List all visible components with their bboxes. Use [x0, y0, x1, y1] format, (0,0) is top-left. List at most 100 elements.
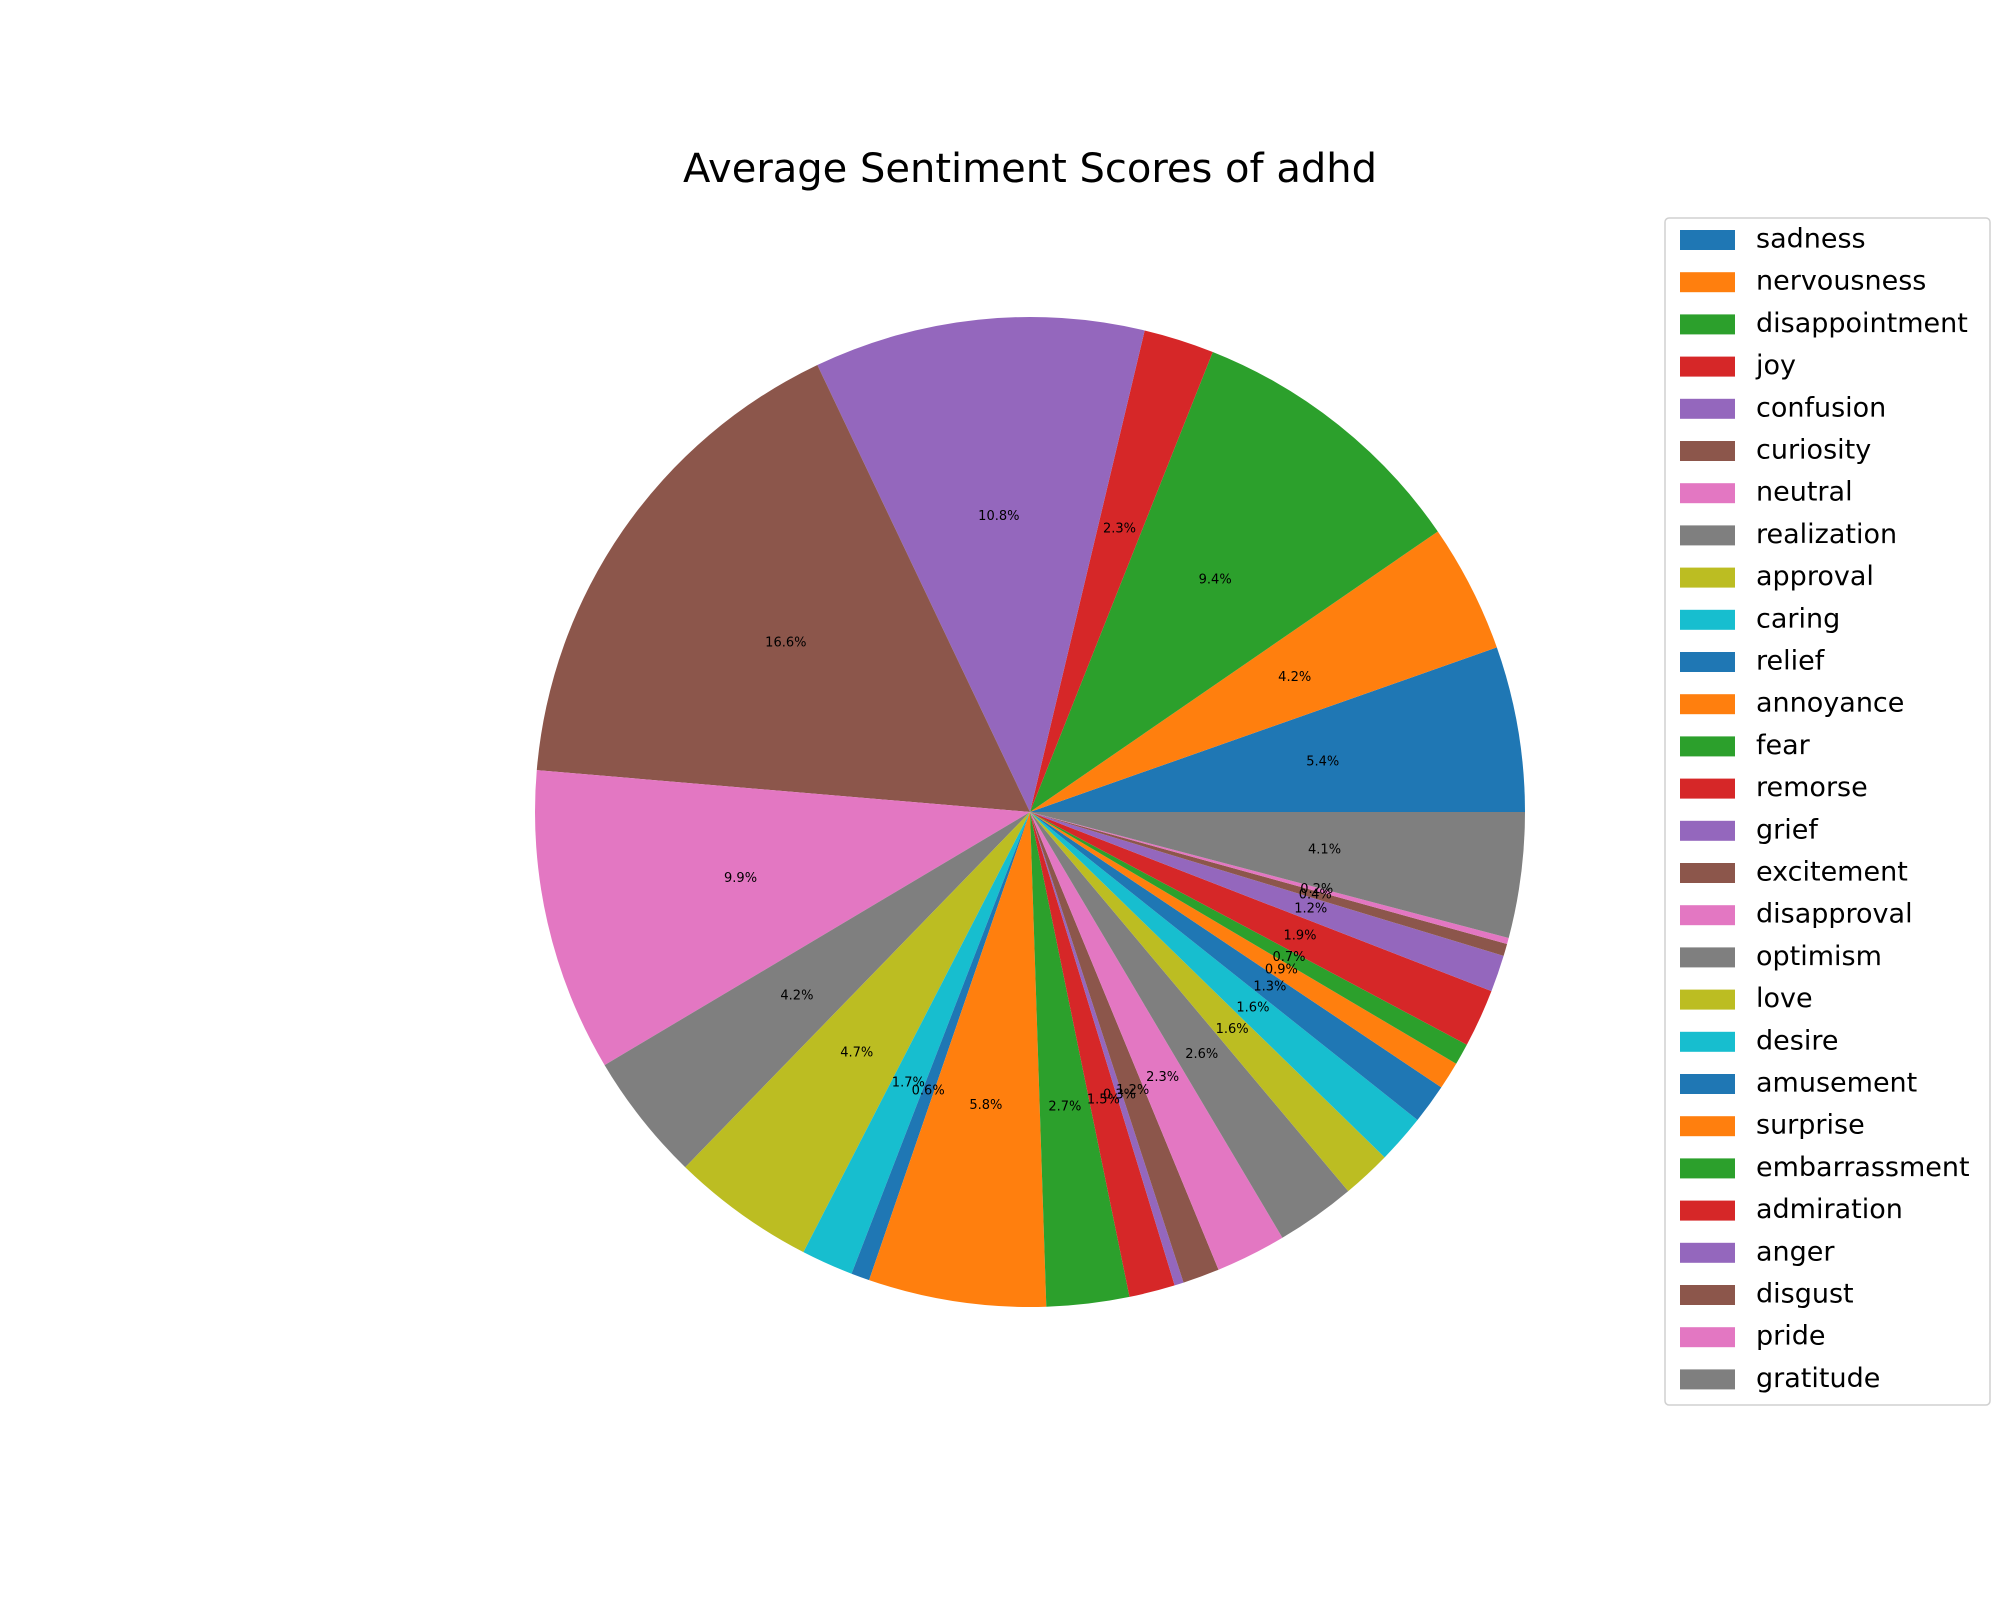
legend-label-grief: grief: [1756, 814, 1819, 845]
pie-slice-desire: [1030, 812, 1418, 1158]
pie-slice-confusion: [817, 317, 1145, 812]
legend-swatch-amusement: [1680, 1074, 1735, 1094]
pie-percent-label-neutral: 9.9%: [724, 871, 757, 886]
legend-items: sadness nervousness disappointment joy confu…: [1680, 224, 1970, 1394]
pie-slice-surprise: [1030, 812, 1457, 1088]
pie-slice-neutral: [535, 770, 1030, 1066]
pie-percent-label-disappointment: 9.4%: [1199, 572, 1232, 587]
pie-slices: [535, 317, 1525, 1307]
pie-percent-label-annoyance: 5.8%: [969, 1098, 1002, 1113]
pie-slice-disapproval: [1030, 812, 1283, 1270]
pie-slice-pride: [1030, 812, 1509, 944]
legend-swatch-grief: [1680, 820, 1735, 841]
legend-swatch-sadness: [1680, 230, 1735, 250]
pie-slice-approval: [685, 812, 1030, 1253]
pie-percent-label-approval: 4.7%: [840, 1046, 873, 1061]
pie-percent-label-gratitude: 4.1%: [1308, 843, 1341, 858]
legend-swatch-admiration: [1680, 1200, 1735, 1221]
legend-swatch-disapproval: [1680, 905, 1735, 926]
legend-swatch-fear: [1680, 736, 1735, 757]
pie-percent-label-amusement: 1.3%: [1253, 980, 1286, 995]
pie-percent-label-relief: 0.6%: [912, 1084, 945, 1099]
pie-percent-label-sadness: 5.4%: [1306, 754, 1339, 769]
legend-label-realization: realization: [1756, 519, 1897, 550]
pie-percent-label-desire: 1.6%: [1236, 1001, 1269, 1016]
legend-swatch-neutral: [1680, 483, 1735, 504]
pie-percent-label-confusion: 10.8%: [978, 509, 1019, 524]
legend-label-anger: anger: [1756, 1236, 1835, 1267]
pie-slice-remorse: [1030, 812, 1175, 1297]
legend-label-nervousness: nervousness: [1756, 266, 1926, 297]
pie-slice-embarrassment: [1030, 812, 1467, 1064]
pie-percent-label-disgust: 0.4%: [1299, 887, 1332, 902]
legend-label-caring: caring: [1756, 603, 1840, 634]
legend-label-pride: pride: [1756, 1321, 1826, 1352]
pie-slice-joy: [1030, 330, 1213, 812]
legend-label-surprise: surprise: [1756, 1110, 1865, 1141]
legend-swatch-disappointment: [1680, 314, 1735, 335]
pie-slice-realization: [604, 812, 1030, 1168]
pie-slice-amusement: [1030, 812, 1442, 1121]
legend: sadness nervousness disappointment joy confu…: [1664, 217, 1991, 1406]
pie-percent-label-pride: 0.2%: [1300, 882, 1333, 897]
legend-label-fear: fear: [1756, 730, 1811, 761]
legend-swatch-approval: [1680, 567, 1735, 588]
pie-percent-label-excitement: 1.2%: [1116, 1083, 1149, 1098]
pie-slice-curiosity: [536, 365, 1030, 812]
pie-percent-label-disapproval: 2.3%: [1146, 1070, 1179, 1085]
legend-swatch-pride: [1680, 1327, 1735, 1348]
legend-label-joy: joy: [1755, 350, 1796, 381]
legend-label-optimism: optimism: [1756, 941, 1882, 972]
pie-percent-label-love: 1.6%: [1216, 1022, 1249, 1037]
legend-label-disgust: disgust: [1756, 1279, 1854, 1310]
legend-swatch-desire: [1680, 1031, 1735, 1052]
legend-label-desire: desire: [1756, 1025, 1838, 1056]
legend-swatch-love: [1680, 989, 1735, 1010]
legend-label-amusement: amusement: [1756, 1068, 1917, 1099]
legend-label-approval: approval: [1756, 561, 1874, 592]
legend-swatch-confusion: [1680, 398, 1735, 419]
legend-swatch-joy: [1680, 356, 1735, 377]
pie-slice-love: [1030, 812, 1385, 1192]
legend-swatch-annoyance: [1680, 694, 1735, 715]
legend-swatch-disgust: [1680, 1285, 1735, 1305]
legend-swatch-optimism: [1680, 947, 1735, 968]
pie-percent-labels: 5.4% 4.2% 9.4% 2.3% 10.8% 16.6% 9.9% 4.2% 4.7% 1.…: [724, 509, 1341, 1114]
pie-slice-fear: [1030, 812, 1130, 1307]
legend-label-admiration: admiration: [1756, 1194, 1903, 1225]
pie-slice-grief: [1030, 812, 1184, 1286]
legend-label-remorse: remorse: [1756, 772, 1868, 803]
legend-label-gratitude: gratitude: [1756, 1363, 1880, 1394]
pie-slice-caring: [803, 812, 1030, 1274]
pie-slice-sadness: [1030, 647, 1525, 812]
pie-slice-admiration: [1030, 812, 1492, 1045]
pie-percent-label-surprise: 0.9%: [1265, 963, 1298, 978]
legend-swatch-embarrassment: [1680, 1158, 1735, 1179]
pie-percent-label-caring: 1.7%: [892, 1075, 925, 1090]
legend-label-sadness: sadness: [1756, 224, 1866, 255]
legend-swatch-curiosity: [1680, 441, 1735, 461]
legend-label-embarrassment: embarrassment: [1756, 1152, 1970, 1183]
legend-label-relief: relief: [1756, 646, 1826, 677]
pie-slice-nervousness: [1030, 531, 1497, 812]
pie-percent-label-nervousness: 4.2%: [1278, 670, 1311, 685]
legend-label-curiosity: curiosity: [1756, 435, 1871, 466]
legend-label-confusion: confusion: [1756, 392, 1886, 423]
pie-slice-anger: [1030, 812, 1504, 992]
pie-percent-label-curiosity: 16.6%: [765, 635, 806, 650]
legend-swatch-relief: [1680, 652, 1735, 672]
pie-percent-label-embarrassment: 0.7%: [1272, 950, 1305, 965]
legend-label-disappointment: disappointment: [1756, 308, 1968, 339]
legend-frame: [1664, 217, 1991, 1406]
pie-percent-label-admiration: 1.9%: [1283, 928, 1316, 943]
legend-label-annoyance: annoyance: [1756, 688, 1904, 719]
pie-percent-label-realization: 4.2%: [780, 989, 813, 1004]
legend-swatch-remorse: [1680, 778, 1735, 799]
pie-percent-label-grief: 0.3%: [1103, 1088, 1136, 1103]
legend-swatch-nervousness: [1680, 272, 1735, 293]
pie-percent-label-optimism: 2.6%: [1185, 1047, 1218, 1062]
pie-slice-excitement: [1030, 812, 1219, 1283]
legend-label-disapproval: disapproval: [1756, 899, 1913, 930]
pie-slice-relief: [851, 812, 1030, 1281]
